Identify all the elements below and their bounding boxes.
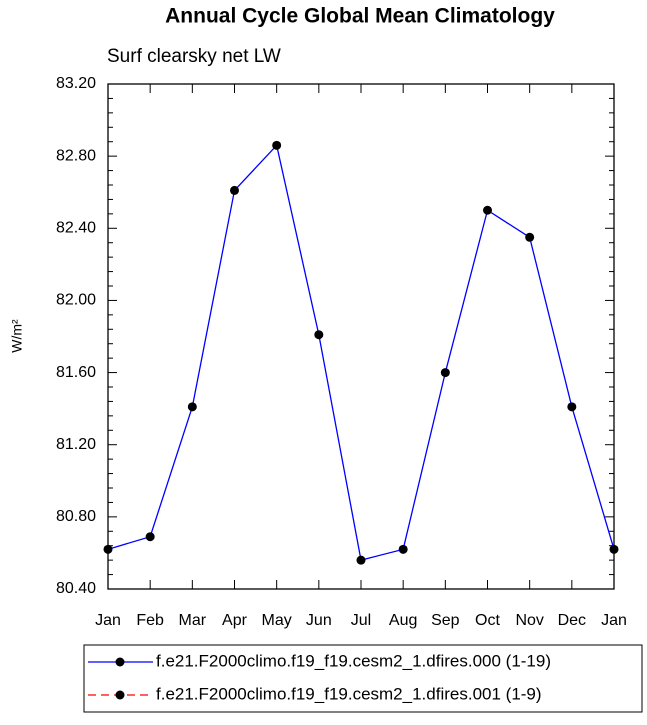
data-point — [314, 330, 324, 340]
x-tick-label: May — [262, 612, 292, 629]
series-line — [107, 143, 615, 561]
y-tick-label: 81.20 — [56, 436, 96, 453]
y-axis-label: W/m² — [9, 319, 25, 353]
x-tick-label: Aug — [389, 612, 417, 629]
data-point — [609, 544, 619, 554]
y-tick-label: 81.60 — [56, 364, 96, 381]
x-tick-label: Nov — [515, 612, 543, 629]
chart-subtitle: Surf clearsky net LW — [107, 46, 281, 67]
data-point — [230, 185, 239, 195]
data-point — [356, 555, 366, 565]
legend-box — [83, 644, 643, 713]
x-tick-label: Oct — [475, 612, 500, 629]
data-point — [483, 205, 492, 215]
x-tick-label: Jan — [601, 612, 627, 629]
data-point — [398, 544, 408, 554]
x-tick-label: Mar — [179, 612, 207, 629]
x-tick-label: Jul — [351, 612, 371, 629]
data-point — [145, 532, 155, 542]
x-tick-label: Feb — [136, 612, 164, 629]
legend-label: f.e21.F2000climo.f19_f19.cesm2_1.dfires.… — [156, 651, 551, 670]
x-tick-label: Jun — [306, 612, 332, 629]
data-point — [272, 140, 282, 150]
x-tick-label: Dec — [558, 612, 586, 629]
y-tick-label: 82.80 — [56, 147, 96, 164]
data-point — [525, 232, 535, 242]
data-point — [187, 402, 197, 412]
y-tick-label: 83.20 — [56, 75, 96, 92]
data-point — [440, 368, 450, 378]
y-tick-label: 82.40 — [56, 220, 96, 237]
data-point — [103, 544, 113, 554]
data-point — [567, 402, 577, 412]
chart-title: Annual Cycle Global Mean Climatology — [165, 5, 555, 28]
x-tick-label: Apr — [222, 612, 248, 629]
legend-marker — [115, 690, 125, 700]
plot-frame — [107, 83, 615, 590]
x-tick-label: Jan — [95, 612, 121, 629]
legend-label: f.e21.F2000climo.f19_f19.cesm2_1.dfires.… — [156, 684, 542, 703]
legend-marker — [115, 657, 125, 667]
y-tick-label: 80.80 — [56, 508, 96, 525]
x-tick-label: Sep — [431, 612, 460, 629]
y-tick-label: 80.40 — [56, 580, 96, 597]
y-tick-label: 82.00 — [56, 292, 96, 309]
